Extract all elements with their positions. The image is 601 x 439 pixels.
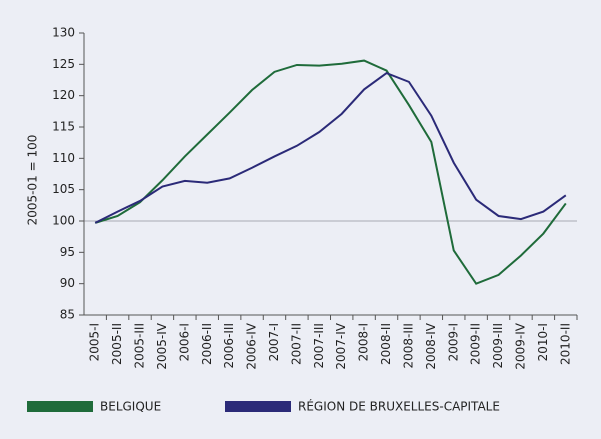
- x-tick-label: 2007-II: [289, 323, 303, 365]
- x-tick-label: 2006-III: [222, 323, 236, 369]
- y-tick-label: 95: [60, 245, 75, 259]
- y-tick-label: 100: [52, 214, 75, 228]
- y-tick-label: 110: [52, 151, 75, 165]
- x-tick-label: 2006-II: [200, 323, 214, 365]
- x-tick-label: 2006-IV: [245, 322, 259, 369]
- series-line: [94, 71, 567, 224]
- y-axis-title: 2005-01 = 100: [26, 135, 40, 226]
- x-tick-label: 2009-I: [446, 323, 460, 361]
- x-tick-label: 2007-IV: [334, 322, 348, 369]
- y-tick-label: 125: [52, 57, 75, 71]
- y-tick-label: 105: [52, 182, 75, 196]
- x-tick-label: 2010-II: [558, 323, 572, 365]
- y-tick-label: 130: [52, 26, 75, 40]
- x-tick-label: 2009-II: [469, 323, 483, 365]
- y-tick-label: 85: [60, 308, 75, 322]
- x-tick-label: 2005-II: [110, 323, 124, 365]
- x-tick-label: 2008-II: [379, 323, 393, 365]
- y-tick-label: 115: [52, 120, 75, 134]
- x-tick-label: 2005-IV: [155, 322, 169, 369]
- legend-label: BELGIQUE: [100, 400, 161, 414]
- y-tick-label: 90: [60, 276, 75, 290]
- x-tick-label: 2008-III: [401, 323, 415, 369]
- legend-swatch: [27, 401, 93, 412]
- x-tick-label: 2007-I: [267, 323, 281, 361]
- x-tick-label: 2005-III: [133, 323, 147, 369]
- x-tick-label: 2005-I: [88, 323, 102, 361]
- legend-swatch: [225, 401, 291, 412]
- x-tick-label: 2010-I: [536, 323, 550, 361]
- x-tick-label: 2009-III: [491, 323, 505, 369]
- x-tick-label: 2006-I: [177, 323, 191, 361]
- x-tick-label: 2007-III: [312, 323, 326, 369]
- x-tick-label: 2008-IV: [424, 322, 438, 369]
- legend-label: RÉGION DE BRUXELLES-CAPITALE: [298, 399, 500, 414]
- series-line: [94, 59, 567, 285]
- x-tick-label: 2008-I: [357, 323, 371, 361]
- y-tick-label: 120: [52, 88, 75, 102]
- x-tick-label: 2009-IV: [513, 322, 527, 369]
